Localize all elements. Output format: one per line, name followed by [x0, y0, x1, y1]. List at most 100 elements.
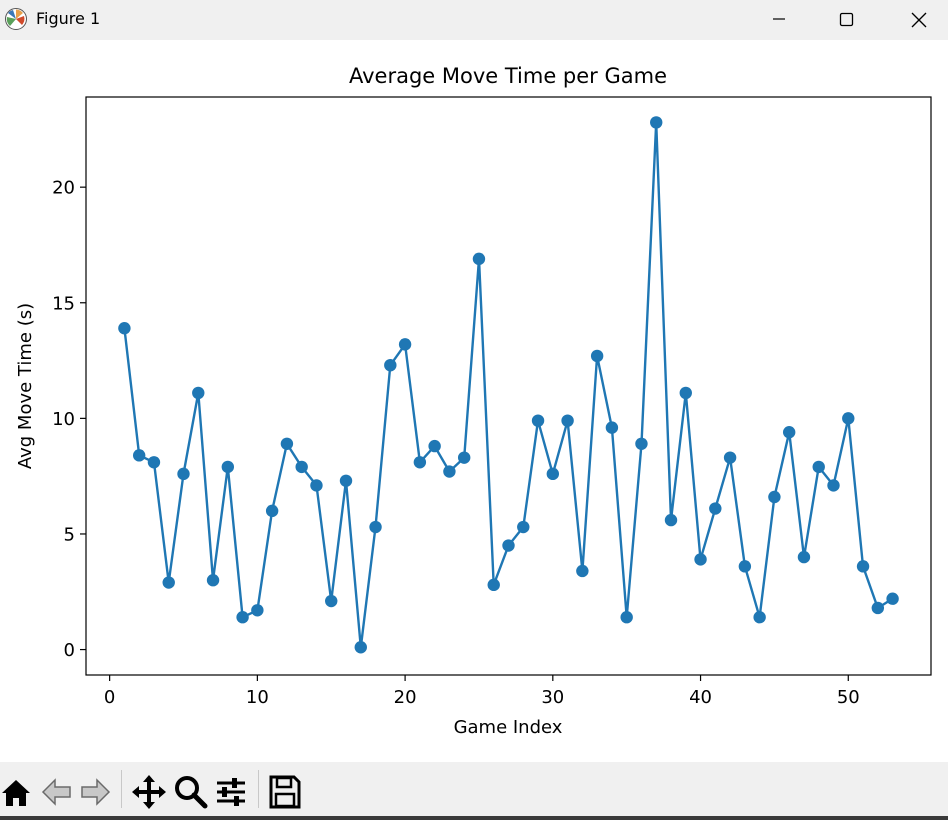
data-point: [709, 502, 722, 515]
data-point: [886, 592, 899, 605]
chart-title: Average Move Time per Game: [349, 64, 667, 88]
close-icon: [911, 12, 927, 28]
window-bottom-border: [0, 816, 948, 820]
data-point: [487, 578, 500, 592]
data-point: [162, 576, 175, 589]
x-tick-label: 0: [104, 687, 115, 708]
data-point: [782, 426, 796, 439]
configure-subplots-icon: [217, 778, 245, 806]
data-point: [517, 520, 530, 534]
data-point: [650, 116, 663, 129]
save-button[interactable]: [268, 772, 304, 812]
data-point: [738, 560, 752, 573]
pan-button[interactable]: [131, 772, 167, 812]
data-point: [561, 414, 574, 427]
data-point: [723, 451, 737, 464]
data-point: [443, 465, 456, 478]
y-tick-label: 10: [52, 409, 75, 430]
back-button[interactable]: [40, 772, 76, 812]
window-title: Figure 1: [36, 9, 101, 28]
data-point: [339, 474, 353, 487]
data-point: [871, 601, 885, 615]
data-point: [413, 456, 427, 469]
data-point: [842, 412, 855, 425]
data-point: [605, 421, 619, 434]
data-point: [280, 437, 294, 450]
data-point: [620, 611, 633, 624]
zoom-button[interactable]: [173, 772, 209, 812]
x-tick-label: 30: [541, 687, 564, 708]
data-point: [694, 553, 707, 566]
data-point: [502, 539, 515, 552]
data-point: [576, 564, 589, 578]
minimize-icon: [773, 18, 785, 20]
x-axis: 0 10 20 30 40 50: [104, 675, 860, 708]
minimize-button[interactable]: [756, 0, 802, 40]
plot-area-frame: [85, 96, 932, 676]
data-point: [206, 574, 220, 587]
maximize-icon: [839, 12, 854, 27]
x-axis-label: Game Index: [454, 717, 563, 738]
series-markers: [118, 116, 899, 654]
data-point: [325, 594, 338, 608]
x-tick-label: 20: [394, 687, 417, 708]
series-line: [123, 121, 894, 649]
data-point: [265, 504, 279, 518]
data-point: [827, 479, 840, 492]
y-axis: 0 5 10 15 20: [52, 178, 86, 661]
line-chart: Average Move Time per Game 0 5 10 15 20 0 10 2…: [15, 64, 932, 738]
data-point: [768, 490, 781, 504]
data-point: [132, 449, 146, 462]
save-floppy-icon: [269, 775, 301, 809]
y-tick-label: 20: [52, 178, 75, 199]
forward-button[interactable]: [78, 772, 114, 812]
forward-arrow-icon: [81, 778, 111, 806]
home-icon: [2, 780, 30, 806]
window-titlebar: Figure 1: [0, 0, 948, 40]
y-tick-label: 5: [64, 524, 75, 545]
data-point: [457, 451, 471, 464]
data-point: [664, 513, 678, 527]
data-point: [797, 550, 811, 564]
data-point: [118, 322, 131, 335]
home-button[interactable]: [0, 772, 36, 812]
data-point: [753, 611, 766, 624]
data-point: [354, 641, 367, 654]
y-axis-label: Avg Move Time (s): [15, 303, 36, 469]
data-point: [192, 386, 205, 400]
data-point: [147, 456, 161, 469]
data-point: [251, 604, 264, 617]
data-point: [679, 386, 692, 400]
pan-move-icon: [132, 775, 166, 809]
back-arrow-icon: [41, 778, 71, 806]
x-tick-label: 40: [689, 687, 712, 708]
y-tick-label: 0: [64, 640, 75, 661]
figure-canvas: Average Move Time per Game 0 5 10 15 20 0 10 2…: [0, 40, 948, 762]
data-point: [531, 414, 545, 427]
data-point: [384, 358, 397, 372]
data-point: [310, 479, 323, 492]
configure-subplots-button[interactable]: [214, 772, 250, 812]
toolbar-separator: [258, 770, 259, 808]
data-point: [472, 252, 486, 266]
data-point: [856, 560, 870, 573]
data-point: [812, 460, 825, 474]
data-point: [590, 349, 604, 363]
data-point: [221, 460, 235, 474]
data-point: [635, 437, 648, 450]
data-point: [546, 467, 560, 481]
navigation-toolbar: [0, 762, 948, 820]
y-tick-label: 15: [52, 293, 75, 314]
data-point: [236, 611, 249, 624]
matplotlib-logo-icon: [5, 8, 27, 30]
data-point: [177, 467, 190, 481]
data-point: [369, 520, 382, 534]
data-point: [398, 338, 412, 351]
x-tick-label: 10: [246, 687, 269, 708]
data-point: [428, 439, 441, 453]
zoom-magnifier-icon: [175, 776, 208, 809]
maximize-button[interactable]: [824, 0, 870, 40]
toolbar-separator: [121, 770, 122, 808]
x-tick-label: 50: [837, 687, 860, 708]
close-button[interactable]: [896, 0, 942, 40]
